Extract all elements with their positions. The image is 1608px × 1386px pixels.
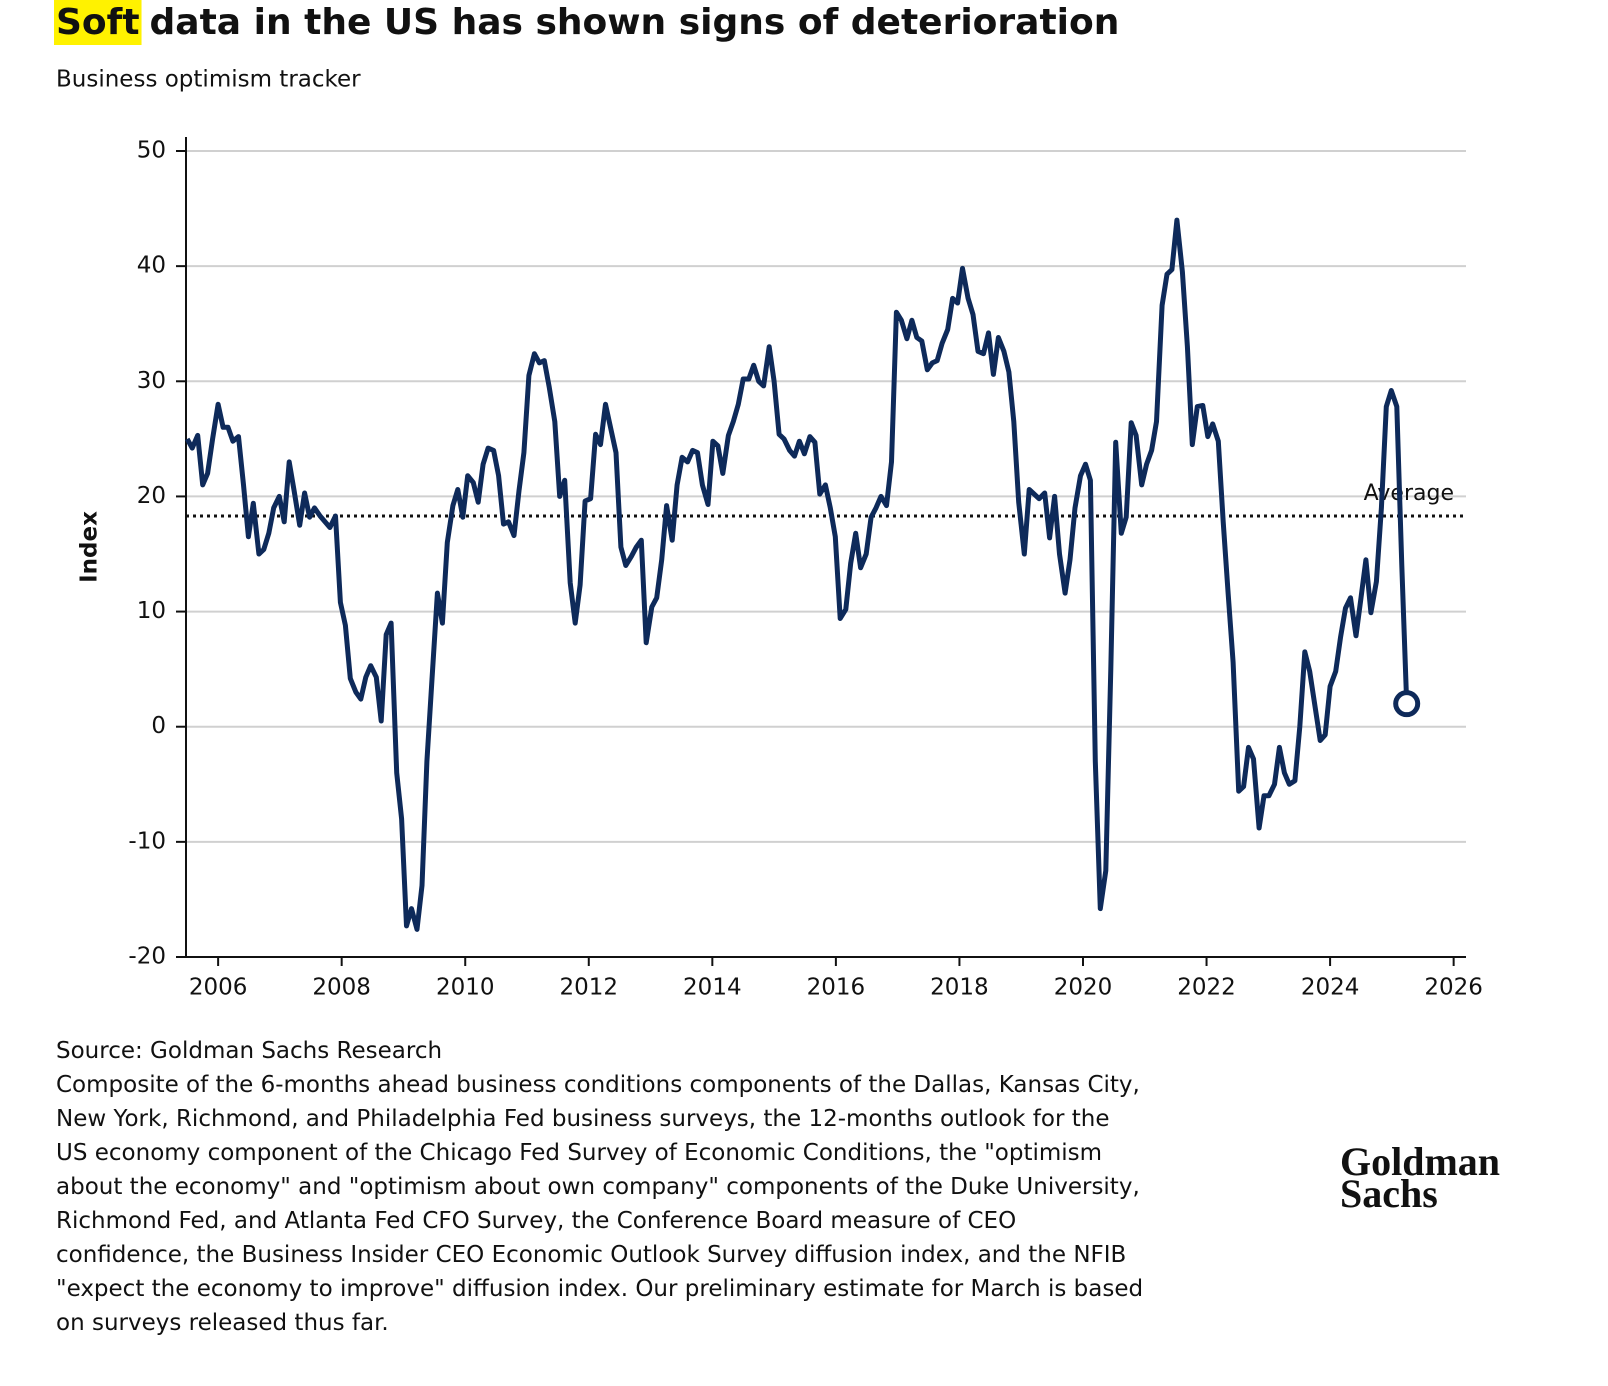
chart-subtitle: Business optimism tracker	[56, 67, 361, 93]
y-tick-label: 10	[137, 598, 166, 624]
x-tick-label: 2014	[683, 975, 742, 1001]
x-tick-label: 2016	[807, 975, 866, 1001]
y-tick-label: -20	[128, 944, 166, 970]
logo: Sachs	[1340, 1171, 1438, 1216]
chart-title-highlight: Soft	[56, 2, 140, 43]
x-tick-label: 2026	[1424, 975, 1483, 1001]
chart-title: data in the US has shown signs of deteri…	[150, 2, 1120, 43]
average-label: Average	[1364, 481, 1454, 506]
x-tick-label: 2022	[1177, 975, 1236, 1001]
y-tick-label: 30	[137, 368, 166, 394]
x-tick-label: 2024	[1301, 975, 1360, 1001]
x-tick-label: 2018	[930, 975, 989, 1001]
title-highlight-box	[54, 0, 142, 45]
y-tick-label: 40	[137, 253, 166, 279]
x-tick-label: 2012	[560, 975, 619, 1001]
x-tick-label: 2008	[312, 975, 371, 1001]
source: Source: Goldman Sachs Research	[56, 1038, 443, 1064]
logo: Goldman	[1340, 1139, 1500, 1184]
y-tick-label: 0	[151, 713, 166, 739]
y-axis-label: Index	[77, 511, 103, 583]
x-tick-label: 2020	[1054, 975, 1113, 1001]
end-marker	[1393, 690, 1421, 718]
y-tick-label: -10	[128, 828, 166, 854]
y-tick-label: 20	[137, 483, 166, 509]
x-tick-label: 2006	[189, 975, 248, 1001]
y-tick-label: 50	[137, 138, 166, 164]
data-line	[185, 217, 1410, 932]
footnote: Composite of the 6-months ahead business…	[56, 1072, 1144, 1336]
x-tick-label: 2010	[436, 975, 495, 1001]
